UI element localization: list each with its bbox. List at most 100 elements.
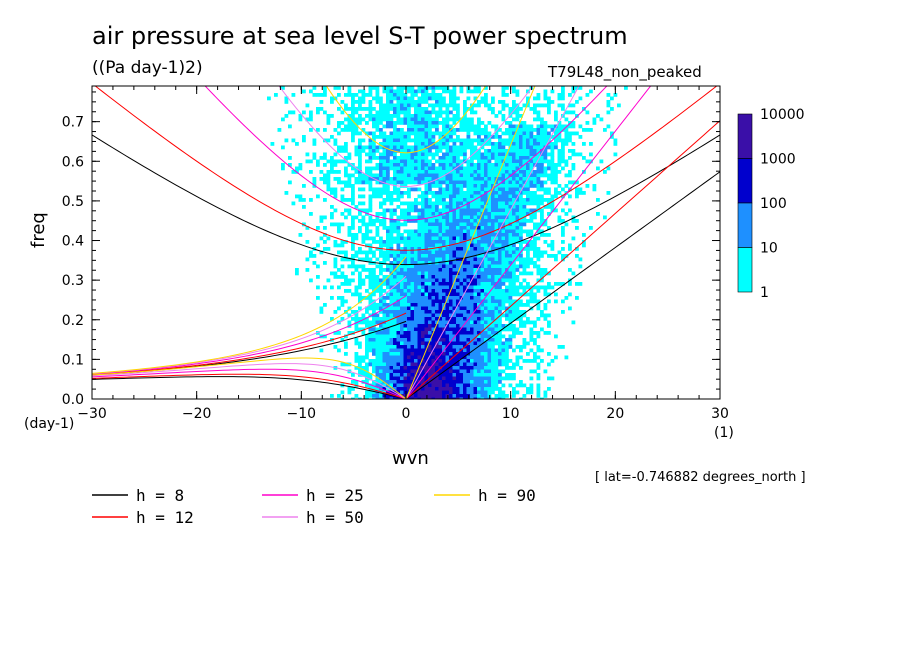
power-cell bbox=[417, 117, 422, 122]
power-cell bbox=[498, 208, 502, 213]
power-cell bbox=[578, 124, 583, 129]
power-cell bbox=[438, 394, 443, 398]
power-cell bbox=[347, 226, 352, 230]
power-cell bbox=[498, 324, 502, 328]
power-cell bbox=[498, 394, 502, 398]
power-cell bbox=[463, 173, 467, 178]
power-cell bbox=[487, 191, 492, 195]
power-cell bbox=[417, 96, 422, 101]
power-cell bbox=[372, 275, 376, 279]
power-cell bbox=[480, 138, 485, 143]
power-cell bbox=[438, 145, 443, 150]
power-cell bbox=[403, 156, 408, 160]
power-cell bbox=[494, 208, 499, 213]
power-cell bbox=[445, 229, 450, 234]
power-cell bbox=[375, 397, 380, 399]
power-cell bbox=[354, 205, 359, 209]
power-cell bbox=[403, 282, 408, 286]
power-cell bbox=[487, 187, 492, 192]
power-cell bbox=[505, 222, 509, 227]
power-cell bbox=[540, 124, 544, 129]
power-cell bbox=[526, 233, 530, 237]
power-cell bbox=[368, 282, 373, 286]
power-cell bbox=[456, 341, 460, 346]
power-cell bbox=[522, 142, 527, 146]
power-cell bbox=[428, 271, 432, 276]
power-cell bbox=[487, 201, 492, 206]
power-cell bbox=[309, 198, 313, 202]
power-cell bbox=[554, 257, 558, 262]
power-cell bbox=[386, 394, 390, 398]
power-cell bbox=[501, 177, 506, 181]
power-cell bbox=[449, 348, 453, 353]
power-cell bbox=[333, 240, 338, 244]
power-cell bbox=[515, 149, 520, 153]
power-cell bbox=[410, 355, 415, 360]
power-cell bbox=[449, 334, 453, 339]
power-cell bbox=[396, 110, 401, 115]
power-cell bbox=[477, 177, 481, 181]
power-cell bbox=[452, 96, 457, 101]
power-cell bbox=[309, 114, 313, 118]
power-cell bbox=[491, 345, 495, 349]
power-cell bbox=[400, 138, 404, 143]
power-cell bbox=[389, 250, 394, 255]
power-cell bbox=[613, 93, 618, 97]
power-cell bbox=[515, 264, 520, 269]
power-cell bbox=[480, 205, 485, 209]
power-cell bbox=[470, 352, 474, 356]
power-cell bbox=[421, 212, 425, 216]
power-cell bbox=[491, 152, 495, 157]
power-cell bbox=[519, 324, 523, 328]
power-cell bbox=[424, 159, 429, 164]
power-cell bbox=[407, 397, 411, 399]
power-cell bbox=[358, 359, 362, 363]
power-cell bbox=[477, 166, 481, 171]
power-cell bbox=[403, 345, 408, 349]
power-cell bbox=[449, 261, 453, 265]
power-cell bbox=[382, 303, 387, 307]
power-cell bbox=[540, 327, 544, 332]
power-cell bbox=[477, 226, 481, 230]
power-cell bbox=[393, 170, 397, 174]
power-cell bbox=[547, 292, 551, 297]
power-cell bbox=[473, 205, 478, 209]
power-cell bbox=[484, 177, 488, 181]
power-cell bbox=[368, 166, 373, 171]
power-cell bbox=[526, 166, 530, 171]
power-cell bbox=[487, 313, 492, 318]
power-cell bbox=[459, 327, 464, 332]
power-cell bbox=[505, 271, 509, 276]
power-cell bbox=[484, 159, 488, 164]
power-cell bbox=[473, 387, 478, 391]
power-cell bbox=[407, 296, 411, 300]
power-cell bbox=[484, 373, 488, 377]
power-cell bbox=[410, 268, 415, 272]
power-cell bbox=[480, 184, 485, 188]
power-cell bbox=[372, 348, 376, 353]
power-cell bbox=[340, 145, 345, 150]
power-cell bbox=[466, 247, 471, 251]
power-cell bbox=[512, 373, 516, 377]
power-cell bbox=[351, 317, 355, 321]
power-cell bbox=[515, 306, 520, 311]
power-cell bbox=[452, 289, 457, 293]
power-cell bbox=[410, 128, 415, 132]
power-cell bbox=[484, 170, 488, 174]
power-cell bbox=[358, 317, 362, 321]
power-cell bbox=[512, 327, 516, 332]
power-cell bbox=[393, 212, 397, 216]
power-cell bbox=[330, 212, 334, 216]
power-cell bbox=[407, 128, 411, 132]
power-cell bbox=[438, 243, 443, 248]
power-cell bbox=[470, 177, 474, 181]
power-cell bbox=[512, 191, 516, 195]
power-cell bbox=[379, 156, 383, 160]
power-cell bbox=[456, 355, 460, 360]
power-cell bbox=[480, 222, 485, 227]
power-cell bbox=[505, 292, 509, 297]
power-cell bbox=[393, 275, 397, 279]
power-cell bbox=[421, 275, 425, 279]
power-cell bbox=[386, 233, 390, 237]
power-cell bbox=[386, 142, 390, 146]
